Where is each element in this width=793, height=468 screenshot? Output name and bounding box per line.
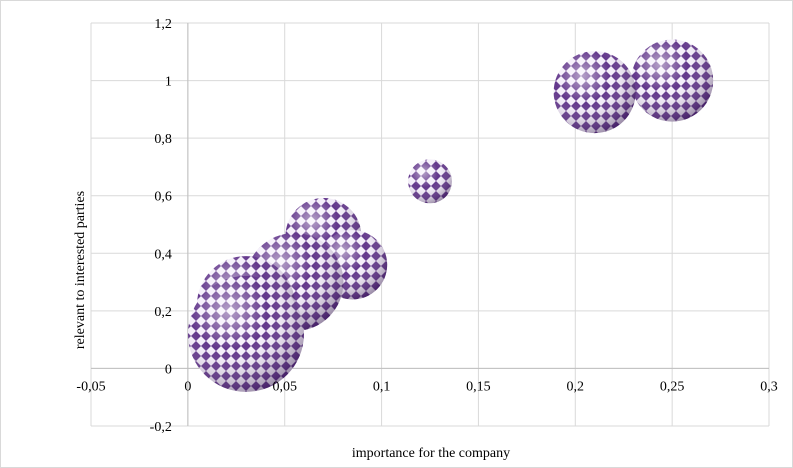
x-tick-label: 0,1 — [373, 379, 391, 394]
bubble-point — [408, 159, 452, 204]
bubble-point — [631, 39, 714, 122]
tick-labels: -0,05 0 0,05 0,1 0,15 0,2 0,25 0,3 -0,2 0 0,2 0,4 0,… — [76, 17, 777, 435]
bubbles — [187, 39, 714, 392]
y-tick-label: 1 — [165, 75, 172, 90]
x-tick-label: 0,2 — [567, 379, 585, 394]
y-tick-label: 0,2 — [154, 305, 172, 320]
bubble-point — [187, 275, 304, 392]
y-tick-label: 0,4 — [154, 247, 172, 262]
x-tick-label: 0,3 — [760, 379, 778, 394]
x-tick-label: 0,15 — [466, 379, 491, 394]
y-tick-label: 0,6 — [154, 190, 172, 205]
x-tick-label: 0 — [184, 379, 191, 394]
x-tick-label: 0,05 — [272, 379, 297, 394]
x-tick-label: -0,05 — [76, 379, 105, 394]
y-axis-title: relevant to interested parties — [73, 191, 88, 349]
bubble-shading — [408, 159, 452, 204]
bubble-shading — [187, 275, 304, 392]
bubble-point — [553, 51, 636, 134]
bubble-shading — [631, 39, 714, 122]
y-tick-label: -0,2 — [150, 420, 172, 435]
x-axis-title: importance for the company — [352, 446, 510, 461]
bubble-shading — [553, 51, 636, 134]
y-tick-label: 0,8 — [154, 132, 172, 147]
x-tick-label: 0,25 — [660, 379, 685, 394]
y-tick-label: 1,2 — [154, 17, 172, 32]
y-tick-label: 0 — [165, 362, 172, 377]
